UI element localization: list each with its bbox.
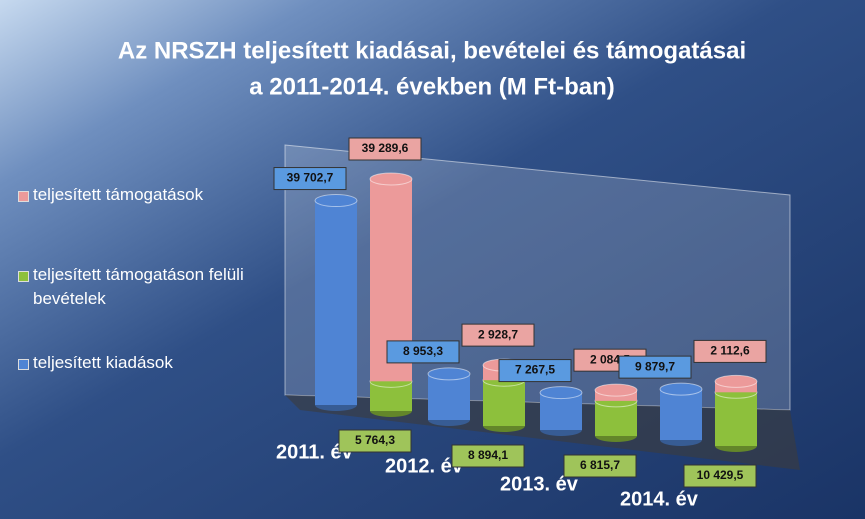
bar xyxy=(483,380,525,426)
bar xyxy=(428,373,470,420)
data-label: 39 289,6 xyxy=(362,141,409,155)
data-label: 6 815,7 xyxy=(580,458,620,472)
data-label-box xyxy=(348,137,422,161)
legend-label: teljesített támogatáson felüli bevételek xyxy=(33,265,244,308)
chart-title: Az NRSZH teljesített kiadásai, bevételei… xyxy=(118,37,746,64)
data-label-box xyxy=(563,454,637,478)
data-label: 8 894,1 xyxy=(468,448,508,462)
bar-top xyxy=(539,386,583,400)
data-label: 2 112,6 xyxy=(710,344,750,358)
chart-title: a 2011-2014. években (M Ft-ban) xyxy=(249,73,614,100)
legend-swatch xyxy=(18,191,29,202)
data-label-box xyxy=(386,340,460,364)
legend-item: teljesített támogatáson felüli bevételek xyxy=(18,263,248,311)
legend-item: teljesített kiadások xyxy=(18,351,248,375)
data-label-box xyxy=(461,323,535,347)
bar xyxy=(315,200,357,405)
x-tick-label: 2012. év xyxy=(385,455,464,477)
x-tick-label: 2014. év xyxy=(620,488,699,510)
bar-top xyxy=(659,382,703,396)
bar-top xyxy=(427,367,471,381)
data-label-box xyxy=(618,355,692,379)
data-label: 10 429,5 xyxy=(697,468,744,482)
legend-swatch xyxy=(18,359,29,370)
bar xyxy=(715,392,757,446)
data-label: 5 764,3 xyxy=(355,433,395,447)
bar-top xyxy=(369,172,413,186)
data-label: 39 702,7 xyxy=(287,171,334,185)
data-label: 7 267,5 xyxy=(515,363,555,377)
bar-top xyxy=(314,194,358,208)
data-label-box xyxy=(273,167,347,191)
data-label-box xyxy=(451,444,525,468)
data-label-box xyxy=(498,359,572,383)
legend-swatch xyxy=(18,271,29,282)
legend-item: teljesített támogatások xyxy=(18,183,248,207)
bar-top xyxy=(594,383,638,397)
data-label-box xyxy=(338,429,412,453)
data-label: 2 928,7 xyxy=(478,327,518,341)
bar-top xyxy=(714,374,758,388)
data-label: 9 879,7 xyxy=(635,359,675,373)
bar xyxy=(660,389,702,440)
data-label-box xyxy=(693,339,767,363)
x-tick-label: 2013. év xyxy=(500,473,579,495)
legend-label: teljesített kiadások xyxy=(33,353,173,372)
data-label: 8 953,3 xyxy=(403,344,443,358)
data-label-box xyxy=(683,464,757,488)
legend-label: teljesített támogatások xyxy=(33,185,204,204)
x-tick-label: 2011. év xyxy=(276,441,354,463)
